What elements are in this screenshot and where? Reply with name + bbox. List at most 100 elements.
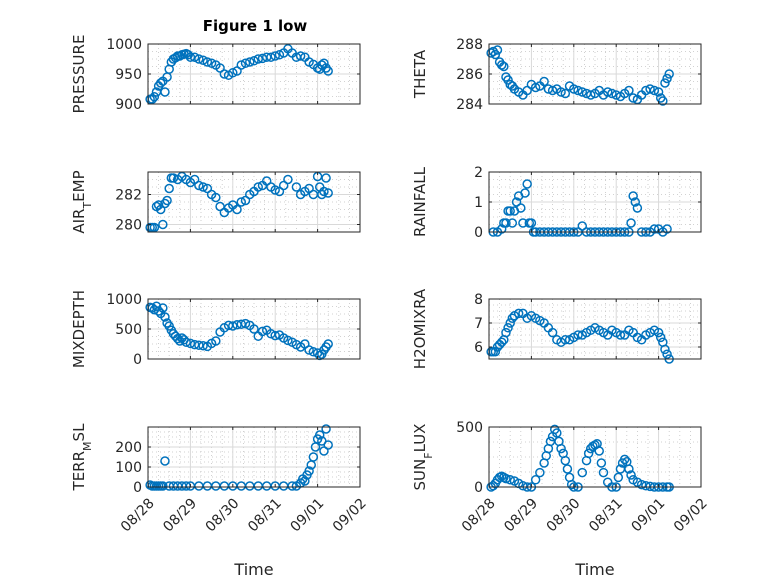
data-point <box>507 313 518 323</box>
data-point <box>577 87 588 97</box>
data-point <box>624 464 634 474</box>
data-point <box>598 467 609 478</box>
data-point <box>577 467 588 478</box>
data-point <box>535 467 545 478</box>
data-point <box>295 51 306 61</box>
data-point <box>283 174 293 185</box>
data-point <box>185 52 196 62</box>
data-point <box>501 473 511 484</box>
data-point <box>151 301 162 311</box>
data-point <box>249 56 259 66</box>
data-point <box>253 54 263 64</box>
data-point <box>194 180 204 191</box>
y-tick-label: 900 <box>115 97 142 113</box>
y-tick-label: 0 <box>133 352 142 368</box>
data-point <box>158 303 168 313</box>
data-point <box>240 318 251 329</box>
y-tick-label: 286 <box>456 67 483 83</box>
data-point <box>662 349 672 359</box>
data-point <box>291 182 302 192</box>
data-point <box>198 341 208 351</box>
data-point <box>270 51 280 61</box>
y-axis-label: TERRMSL <box>70 423 94 492</box>
data-point <box>160 87 170 97</box>
data-point <box>319 58 329 68</box>
data-point <box>602 87 613 97</box>
data-point <box>274 50 285 60</box>
y-axis-label: RAINFALL <box>411 166 429 237</box>
data-point <box>530 82 541 93</box>
data-point <box>664 69 674 79</box>
data-point <box>607 88 617 99</box>
data-point <box>160 456 170 466</box>
subplot-2: 284 286 288 THETA <box>411 37 702 113</box>
data-point <box>501 327 511 338</box>
data-point <box>539 76 549 87</box>
y-tick-label: 0 <box>474 225 483 241</box>
data-point <box>628 191 638 201</box>
data-point <box>308 452 319 462</box>
subplot-1: 900 950 1000 PRESSURE <box>70 35 361 114</box>
data-point <box>164 183 174 194</box>
data-point <box>185 338 196 349</box>
data-point <box>249 324 259 334</box>
data-point <box>530 475 541 485</box>
data-point <box>594 446 604 456</box>
data-point <box>626 218 636 228</box>
data-point <box>526 218 537 228</box>
data-point <box>566 479 577 490</box>
data-point <box>624 85 634 96</box>
data-point <box>189 52 200 62</box>
subplot-5: 0 500 1000 MIXDEPTH <box>70 290 361 368</box>
axes-box <box>147 171 361 233</box>
data-point <box>266 52 276 62</box>
data-point <box>662 224 672 234</box>
data-point <box>662 73 672 84</box>
axes-box <box>488 298 702 360</box>
data-point <box>496 337 507 347</box>
data-point <box>628 93 638 103</box>
data-point <box>183 50 194 60</box>
y-tick-label: 950 <box>115 67 142 83</box>
y-tick-label: 8 <box>474 292 483 308</box>
data-point <box>194 54 204 64</box>
data-point <box>236 197 247 207</box>
data-point <box>547 327 558 338</box>
data-point <box>569 84 579 94</box>
subplot-3: 280 282 AIRTEMP <box>70 170 361 234</box>
data-point <box>228 68 238 78</box>
data-point <box>505 318 515 328</box>
y-tick-label: 200 <box>115 440 142 456</box>
y-axis-label: PRESSURE <box>70 35 88 114</box>
data-point <box>323 440 333 450</box>
data-point <box>206 58 217 68</box>
data-point <box>626 470 636 480</box>
y-axis-label: THETA <box>411 49 429 99</box>
data-point <box>556 443 566 454</box>
data-point <box>516 203 526 213</box>
data-point <box>257 326 268 337</box>
data-point <box>660 78 670 88</box>
figure-title: Figure 1 low <box>203 17 308 35</box>
y-tick-label: 0 <box>133 480 142 496</box>
data-point <box>198 55 208 65</box>
data-point <box>304 466 314 476</box>
data-point <box>160 312 170 322</box>
data-point <box>501 218 511 228</box>
x-axis-label: Time <box>574 560 614 579</box>
data-point <box>496 60 507 70</box>
y-tick-label: 1000 <box>106 37 142 53</box>
data-point <box>172 333 183 344</box>
data-point <box>632 203 643 213</box>
y-axis-label: SUNFLUX <box>411 424 435 491</box>
data-point <box>240 58 251 68</box>
data-point <box>560 455 571 466</box>
data-point <box>492 45 503 55</box>
data-point <box>619 454 630 465</box>
data-point <box>283 335 293 346</box>
axes-box <box>147 426 361 488</box>
data-point <box>300 476 310 486</box>
data-point <box>304 345 314 355</box>
data-point <box>149 92 160 102</box>
